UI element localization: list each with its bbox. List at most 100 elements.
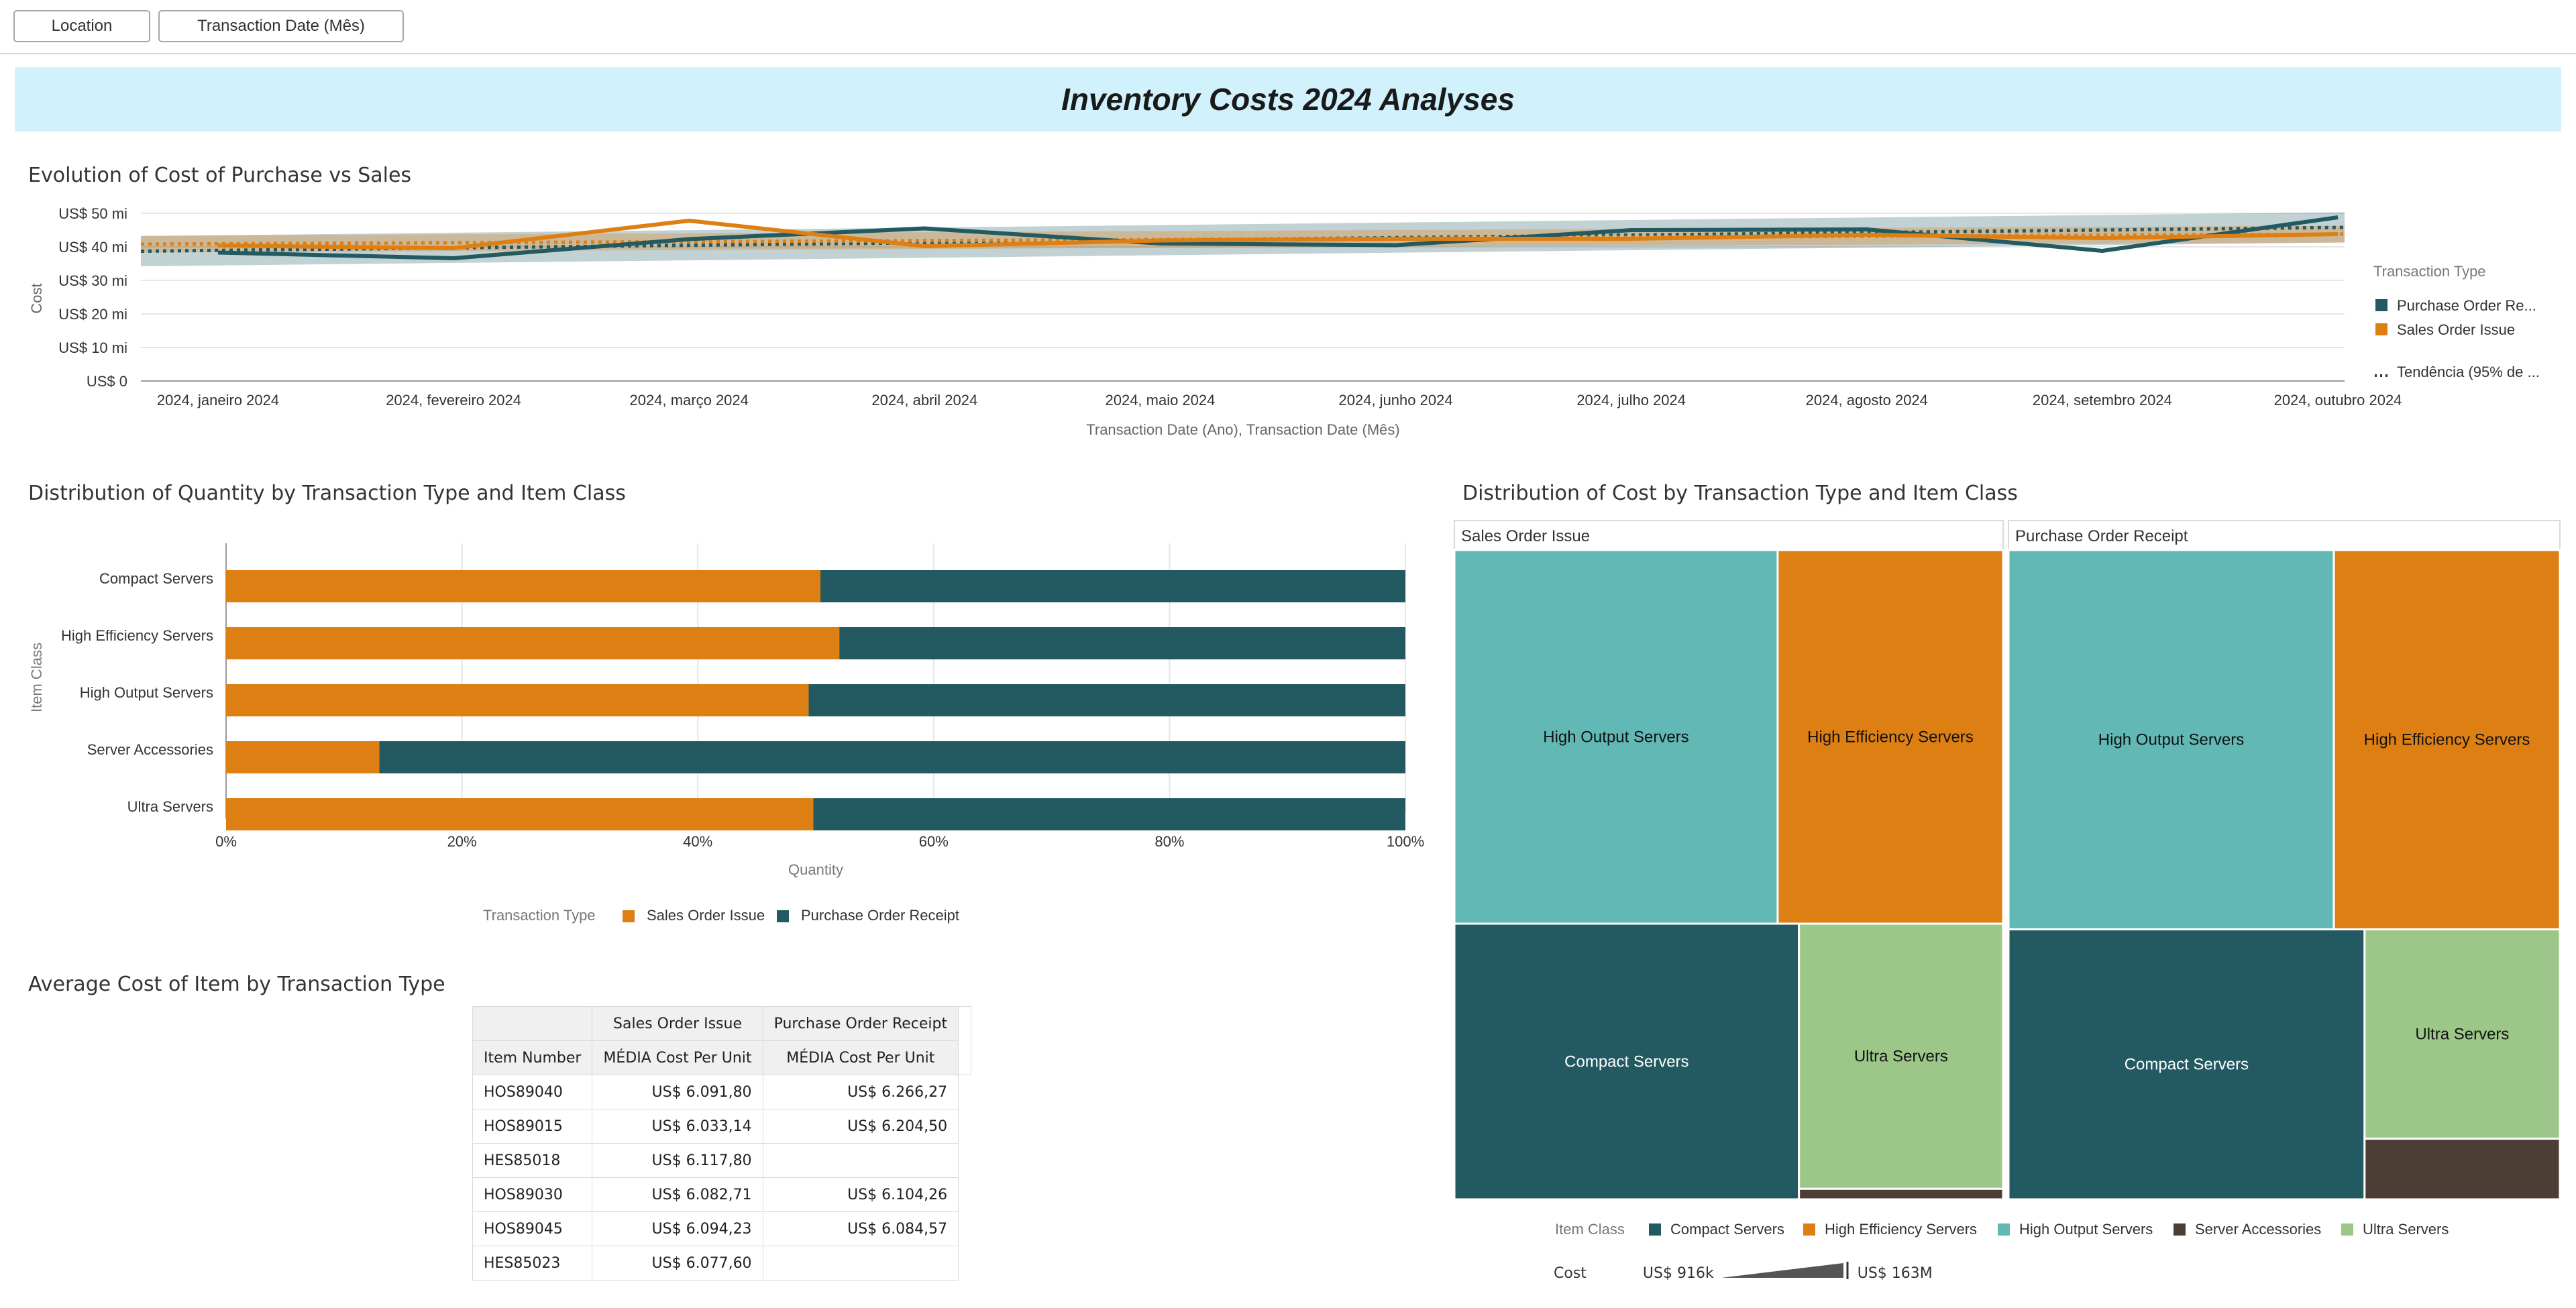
group-header-sales: Sales Order Issue	[592, 1006, 763, 1041]
line-x-tick-label: 2024, fevereiro 2024	[386, 392, 521, 408]
measure-header-sales: MÉDIA Cost Per Unit	[592, 1040, 763, 1075]
table-title: Average Cost of Item by Transaction Type	[28, 973, 445, 996]
treemap-tile-label: High Output Servers	[1543, 728, 1688, 747]
bar-segment	[226, 627, 840, 659]
size-legend-min: US$ 916k	[1642, 1265, 1714, 1282]
bar-segment	[813, 798, 1405, 830]
bar-chart-title: Distribution of Quantity by Transaction …	[28, 482, 626, 505]
line-legend-swatch	[2375, 323, 2387, 335]
line-legend-label: Sales Order Issue	[2397, 321, 2515, 338]
bar-segment	[226, 684, 809, 716]
line-y-tick-label: US$ 20 mi	[58, 306, 127, 323]
trend-legend-label: Tendência (95% de ...	[2397, 364, 2540, 380]
bar-x-tick-label: 0%	[215, 833, 237, 850]
table-cell-sales: US$ 6.091,80	[592, 1075, 763, 1109]
bar-x-tick-label: 60%	[919, 833, 949, 850]
transaction-date-filter-button[interactable]: Transaction Date (Mês)	[158, 10, 404, 42]
bar-category-label: Server Accessories	[87, 741, 213, 758]
treemap-tile	[2332, 549, 2561, 930]
filter-bar: Location Transaction Date (Mês)	[0, 0, 2576, 54]
bar-x-tick-label: 20%	[447, 833, 477, 850]
average-cost-table: Sales Order Issue Purchase Order Receipt…	[472, 1006, 972, 1280]
table-cell-item: HOS89040	[472, 1075, 593, 1109]
table-cell-purchase: US$ 6.084,57	[762, 1211, 959, 1246]
bar-x-tick-label: 100%	[1387, 833, 1424, 850]
page-title: Inventory Costs 2024 Analyses	[1061, 82, 1515, 117]
bar-segment	[379, 741, 1405, 773]
treemap-tile-label: Compact Servers	[2125, 1056, 2249, 1074]
bar-category-label: Compact Servers	[99, 570, 213, 587]
line-legend-label: Purchase Order Re...	[2397, 297, 2536, 314]
bar-category-label: High Efficiency Servers	[61, 627, 213, 644]
table-cell-sales: US$ 6.117,80	[592, 1143, 763, 1178]
table-cell-sales: US$ 6.033,14	[592, 1109, 763, 1144]
table-cell-purchase: US$ 6.104,26	[762, 1177, 959, 1212]
bar-legend-label: Purchase Order Receipt	[801, 907, 959, 924]
treemap-tile-label: Ultra Servers	[2415, 1026, 2509, 1044]
treemap-tile	[2363, 1138, 2561, 1201]
table-row: HES85018 US$ 6.117,80	[472, 1143, 971, 1178]
bar-legend-swatch	[623, 910, 635, 922]
bar-segment	[839, 627, 1405, 659]
bar-x-tick-label: 80%	[1155, 833, 1184, 850]
line-x-tick-label: 2024, maio 2024	[1105, 392, 1215, 408]
treemap-legend-swatch	[2341, 1223, 2353, 1236]
size-legend: Cost US$ 916k US$ 163M	[1554, 1258, 1933, 1282]
table-row: HOS89045 US$ 6.094,23 US$ 6.084,57	[472, 1211, 971, 1246]
line-y-tick-label: US$ 0	[87, 373, 127, 390]
line-x-tick-label: 2024, setembro 2024	[2033, 392, 2172, 408]
line-x-tick-label: 2024, junho 2024	[1339, 392, 1453, 408]
treemap-tile	[1798, 922, 2004, 1190]
table-cell-item: HOS89030	[472, 1177, 593, 1212]
table-cell-item: HES85023	[472, 1246, 593, 1280]
line-x-tick-label: 2024, agosto 2024	[1806, 392, 1928, 408]
treemap-panel-header	[2008, 520, 2561, 551]
treemap-tile-label: Ultra Servers	[1854, 1048, 1948, 1066]
treemap-tile-label: High Output Servers	[2098, 731, 2244, 749]
treemap-legend-swatch	[1998, 1223, 2010, 1236]
line-y-tick-label: US$ 10 mi	[58, 339, 127, 356]
line-legend-swatch	[2375, 299, 2387, 311]
bar-segment	[226, 798, 814, 830]
treemap-legend-swatch	[1803, 1223, 1815, 1236]
line-legend-title: Transaction Type	[2373, 263, 2486, 280]
treemap-tile-label: Compact Servers	[1564, 1053, 1688, 1071]
location-filter-button[interactable]: Location	[13, 10, 150, 42]
bar-x-tick-label: 40%	[683, 833, 712, 850]
table-cell-purchase: US$ 6.204,50	[762, 1109, 959, 1144]
cost-evolution-line-chart[interactable]: US$ 0 US$ 10 mi US$ 20 mi US$ 30 mi US$ 40 m…	[0, 195, 2576, 449]
table-cell-sales: US$ 6.094,23	[592, 1211, 763, 1246]
table-cell-sales: US$ 6.077,60	[592, 1246, 763, 1280]
purchase-series-line	[217, 215, 2339, 260]
table-row: HOS89015 US$ 6.033,14 US$ 6.204,50	[472, 1109, 971, 1144]
treemap-panel-title: Sales Order Issue	[1461, 527, 1590, 545]
measure-header-purchase: MÉDIA Cost Per Unit	[762, 1040, 959, 1075]
treemap-legend-label: Server Accessories	[2195, 1221, 2321, 1238]
table-cell-purchase	[762, 1246, 959, 1280]
line-y-tick-label: US$ 50 mi	[58, 205, 127, 222]
group-header-purchase: Purchase Order Receipt	[762, 1006, 959, 1041]
line-x-axis-title: Transaction Date (Ano), Transaction Date…	[1086, 421, 1399, 438]
bar-segment	[226, 570, 821, 602]
bar-y-axis-title: Item Class	[28, 643, 45, 712]
line-x-tick-label: 2024, outubro 2024	[2274, 392, 2402, 408]
treemap-legend-label: High Output Servers	[2019, 1221, 2153, 1238]
bar-x-axis-title: Quantity	[788, 861, 843, 878]
treemap-tile	[1776, 549, 2004, 925]
bar-legend-label: Sales Order Issue	[647, 907, 765, 924]
table-row: HOS89030 US$ 6.082,71 US$ 6.104,26	[472, 1177, 971, 1212]
treemap-legend-label: Compact Servers	[1670, 1221, 1784, 1238]
table-scroll-gutter	[958, 1006, 972, 1075]
table-cell-purchase	[762, 1143, 959, 1178]
line-x-tick-label: 2024, janeiro 2024	[157, 392, 279, 408]
table-row: HOS89040 US$ 6.091,80 US$ 6.266,27	[472, 1075, 971, 1109]
title-banner: Inventory Costs 2024 Analyses	[15, 67, 2561, 131]
bar-category-label: High Output Servers	[80, 684, 213, 701]
treemap-legend-label: Ultra Servers	[2363, 1221, 2449, 1238]
line-x-tick-label: 2024, março 2024	[630, 392, 749, 408]
bar-legend-swatch	[777, 910, 789, 922]
line-x-tick-label: 2024, julho 2024	[1576, 392, 1686, 408]
cost-distribution-treemap[interactable]: Sales Order Issue High Output Servers High…	[1449, 516, 2576, 1274]
treemap-tile	[1453, 922, 1801, 1201]
quantity-distribution-bar-chart[interactable]: 0% 20% 40% 60% 80% 100% Compact Servers High Ef…	[0, 523, 1436, 939]
